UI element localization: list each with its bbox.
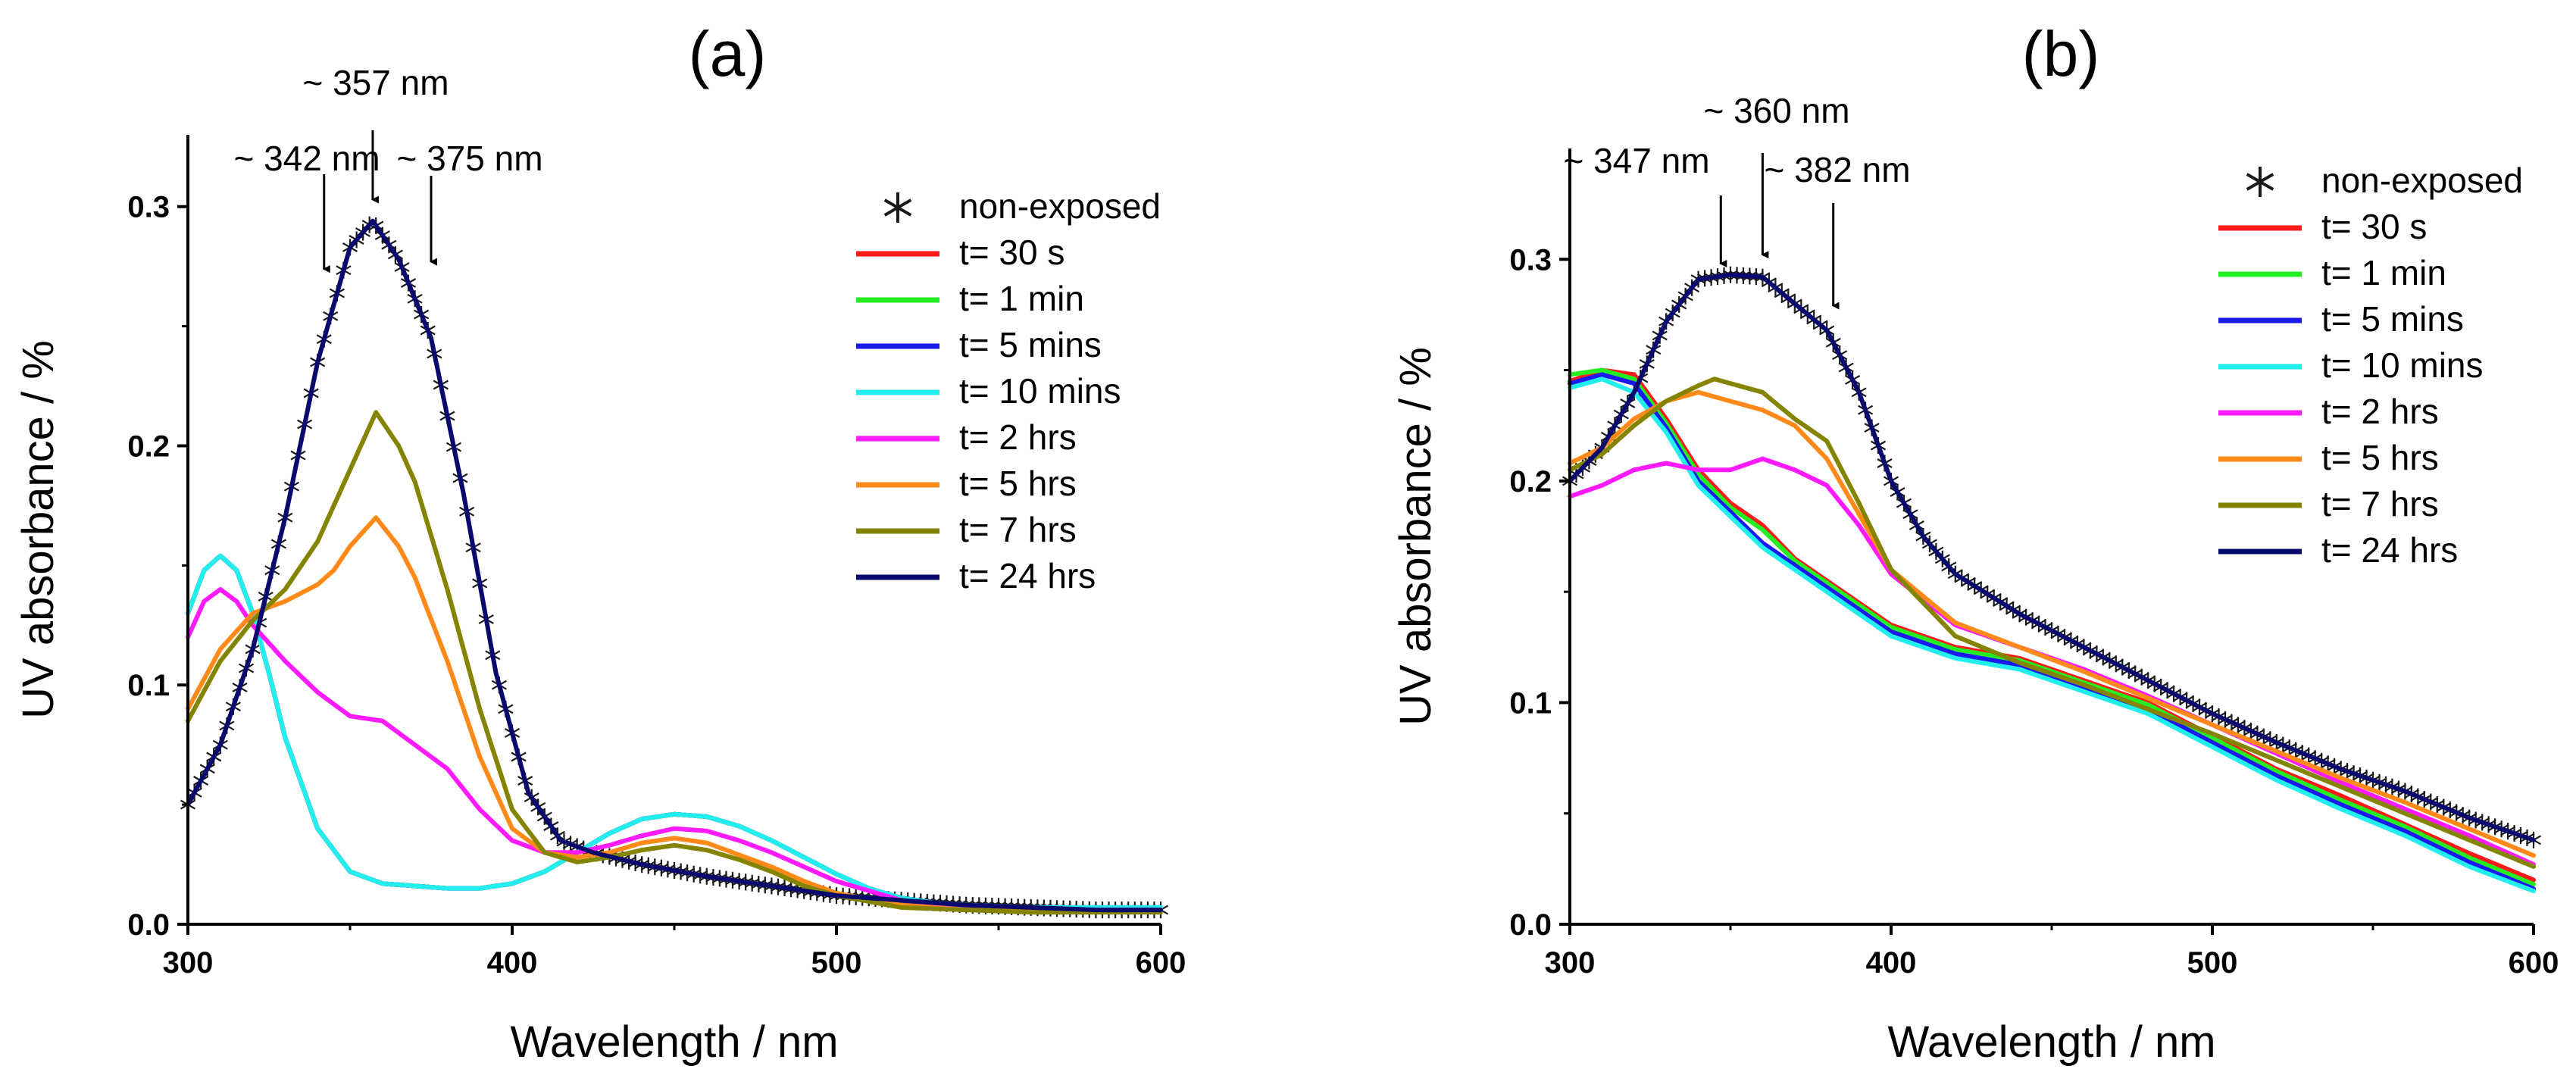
legend-label-t-1-min: t= 1 min [2321,253,2446,292]
y-axis-title: UV absorbance / % [14,340,63,719]
y-tick-label: 0.2 [1509,465,1552,498]
legend-label-t-2-hrs: t= 2 hrs [2321,392,2439,431]
legend-label-t-5-mins: t= 5 mins [2321,299,2464,339]
series-group [1562,266,2542,894]
y-tick-label: 0.1 [1509,686,1552,720]
series-line-t-10-mins [186,553,1163,910]
annotation-label: ~ 375 nm [396,139,542,178]
y-tick-label: 0.3 [1509,243,1552,277]
y-tick-label: 0.3 [127,191,170,224]
legend-label-t-24-hrs: t= 24 hrs [2321,530,2458,570]
series-line-t-7-hrs [1568,377,2536,869]
legend: non-exposed t= 30 s t= 1 min t= 5 mins t= 10… [2218,161,2523,570]
series-line-t-10-mins [1568,377,2536,894]
legend-label-t-10-mins: t= 10 mins [959,371,1121,411]
legend-label-t-30-s: t= 30 s [2321,207,2427,246]
x-tick-label: 400 [487,946,538,980]
legend-marker-non-exposed [883,192,912,223]
legend-label-t-5-mins: t= 5 mins [959,325,1102,364]
x-tick-label: 400 [1866,946,1917,980]
x-axis-title: Wavelength / nm [1887,1017,2215,1067]
x-tick-label: 500 [2187,946,2238,980]
legend-label-t-5-hrs: t= 5 hrs [959,464,1077,503]
annotation-label: ~ 382 nm [1764,150,1910,189]
series-line-t-30-s [186,553,1163,910]
series-group [180,216,1169,919]
series-line-t-7-hrs [186,410,1163,915]
chart-panel-b: (b) 300 400 500 600 0.0 0.1 0.2 0.3 Wavelength / … [1391,18,2559,1067]
legend-label-t-24-hrs: t= 24 hrs [959,556,1096,595]
series-line-t-5-hrs [1568,389,2536,858]
legend-label-t-5-hrs: t= 5 hrs [2321,438,2439,477]
legend-label-t-2-hrs: t= 2 hrs [959,417,1077,457]
legend: non-exposed t= 30 s t= 1 min t= 5 mins t= 10… [856,186,1161,595]
legend-label-t-7-hrs: t= 7 hrs [959,510,1077,549]
series-line-t-5-mins [186,553,1163,910]
legend-label-t-10-mins: t= 10 mins [2321,345,2484,385]
legend-label-non-exposed: non-exposed [959,186,1161,226]
series-line-t-24-hrs [186,218,1163,913]
legend-marker-non-exposed [2246,167,2274,197]
panel-label: (a) [689,18,767,89]
x-tick-label: 500 [811,946,862,980]
y-tick-label: 0.2 [127,430,170,463]
annotation-label: ~ 360 nm [1703,91,1849,130]
annotation-label: ~ 342 nm [233,139,380,178]
series-line-t-1-min [186,553,1163,910]
y-tick-label: 0.1 [127,669,170,702]
x-tick-label: 600 [2509,946,2559,980]
x-tick-label: 300 [1545,946,1596,980]
panel-label: (b) [2022,18,2100,89]
series-line-t-2-hrs [186,586,1163,913]
series-line-t-24-hrs [1568,272,2536,842]
x-axis-title: Wavelength / nm [510,1017,838,1067]
y-tick-label: 0.0 [1509,908,1552,942]
x-tick-label: 600 [1136,946,1186,980]
legend-label-t-1-min: t= 1 min [959,279,1084,318]
legend-label-non-exposed: non-exposed [2321,161,2523,200]
chart-panel-a: (a) 300 400 500 600 0.0 0.1 0.2 0.3 Wavelength / … [14,18,1186,1067]
legend-label-t-30-s: t= 30 s [959,233,1064,272]
annotation-label: ~ 347 nm [1563,141,1709,180]
y-axis-title: UV absorbance / % [1391,347,1440,726]
y-tick-label: 0.0 [127,908,170,942]
x-tick-label: 300 [163,946,214,980]
annotation-label: ~ 357 nm [302,63,449,102]
legend-label-t-7-hrs: t= 7 hrs [2321,484,2439,523]
